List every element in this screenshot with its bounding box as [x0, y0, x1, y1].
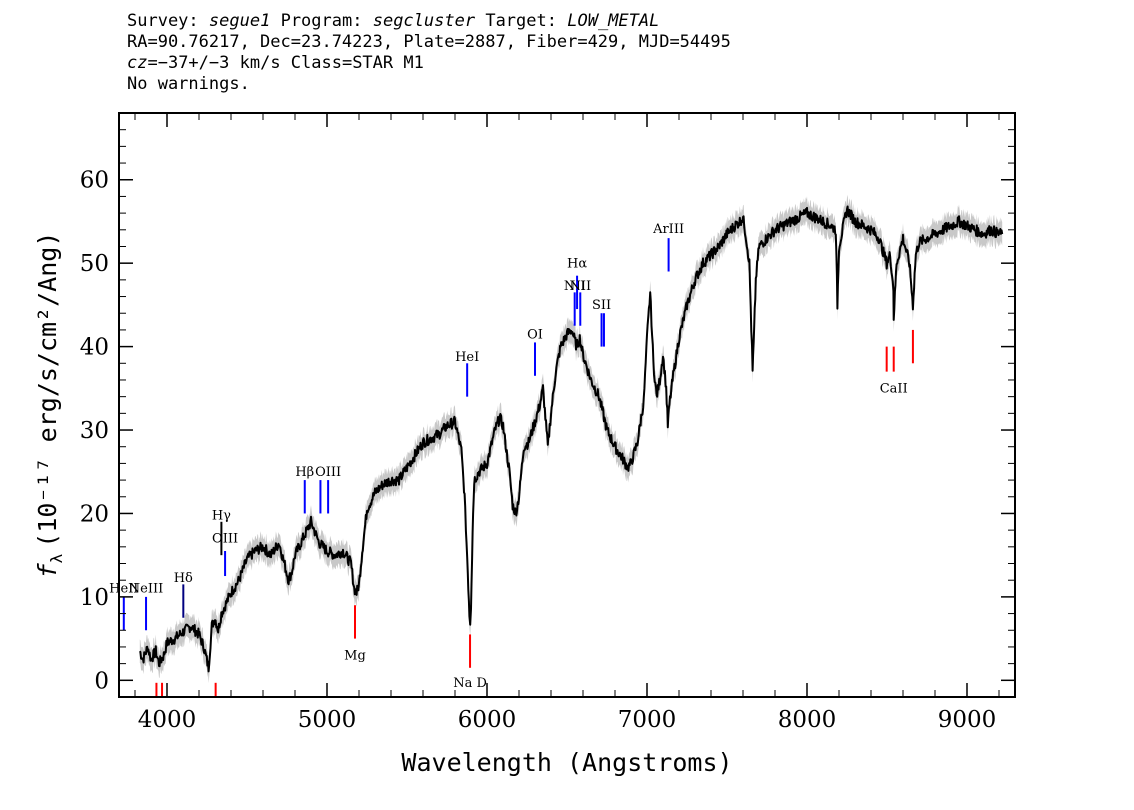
line-marker-label: OIII [212, 532, 238, 547]
y-axis-subscript: λ [47, 553, 66, 563]
y-axis-symbol: f [33, 562, 62, 578]
line-marker-label: NII [564, 279, 586, 294]
line-marker-label: SII [592, 298, 611, 313]
x-tick-label: 5000 [298, 707, 357, 733]
survey-value: segue1 [208, 11, 271, 31]
header-line-2: RA=90.76217, Dec=23.74223, Plate=2887, F… [127, 32, 731, 52]
header-line-3: cz=−37+/−3 km/s Class=STAR M1 [127, 53, 731, 74]
cz-value: =−37+/−3 [147, 53, 230, 73]
target-value: LOW_METAL [567, 11, 660, 31]
cz-label: cz [127, 53, 148, 73]
program-label: Program: [280, 11, 363, 31]
header-line-4: No warnings. [127, 74, 250, 94]
line-marker-label: NII [569, 279, 591, 294]
line-marker-label: Hα [567, 256, 587, 271]
error-band-layer [139, 194, 1003, 684]
x-tick-label: 7000 [618, 707, 677, 733]
line-marker-label: NeIII [129, 582, 163, 597]
x-axis-title: Wavelength (Angstroms) [401, 748, 732, 777]
line-marker-label: HeI [455, 350, 479, 365]
y-tick-label: 40 [80, 335, 109, 361]
line-marker-label: HeII [109, 582, 138, 597]
line-marker-label: ArIII [652, 222, 684, 237]
y-tick-label: 0 [94, 668, 109, 694]
line-marker-label: Na D [453, 676, 487, 691]
spectrum-header: Survey: segue1 Program: segcluster Targe… [127, 11, 731, 95]
svg-text:fλ(10⁻¹⁷ erg/s/cm²/Ang): fλ (10⁻¹⁷ erg/s/cm²/Ang) [33, 232, 66, 579]
y-tick-label: 10 [80, 585, 109, 611]
y-tick-label: 60 [80, 168, 109, 194]
y-axis-unit: (10⁻¹⁷ erg/s/cm²/Ang) [33, 232, 62, 548]
header-line-1: Survey: segue1 Program: segcluster Targe… [127, 11, 731, 32]
plot-frame [118, 112, 1016, 698]
spectrum-line [138, 205, 1004, 673]
line-marker-label: OIII [315, 465, 341, 480]
line-marker-label: Mg [344, 648, 366, 663]
target-label: Target: [485, 11, 557, 31]
line-marker-label: OI [527, 327, 543, 342]
x-tick-label: 9000 [938, 707, 997, 733]
y-tick-label: 20 [80, 501, 109, 527]
line-marker-label: Hδ [174, 571, 193, 586]
class-info: km/s Class=STAR M1 [229, 53, 424, 73]
program-value: segcluster [372, 11, 476, 31]
line-marker-label: Hβ [295, 465, 314, 480]
spectrum-layer [138, 205, 1004, 673]
y-axis-title: fλ (10⁻¹⁷ erg/s/cm²/Ang) [33, 232, 66, 579]
y-tick-label: 30 [80, 418, 109, 444]
x-tick-label: 8000 [778, 707, 837, 733]
error-band [139, 194, 1003, 684]
x-tick-label: 6000 [458, 707, 517, 733]
axis-ticks-layer: 4000 5000 6000 7000 8000 9000 0 10 20 30 40 50 60 [80, 113, 1015, 733]
x-tick-label: 4000 [138, 707, 197, 733]
y-tick-label: 50 [80, 251, 109, 277]
line-marker-label: Hγ [212, 508, 231, 523]
survey-label: Survey: [127, 11, 199, 31]
line-marker-label: CaII [880, 381, 908, 396]
